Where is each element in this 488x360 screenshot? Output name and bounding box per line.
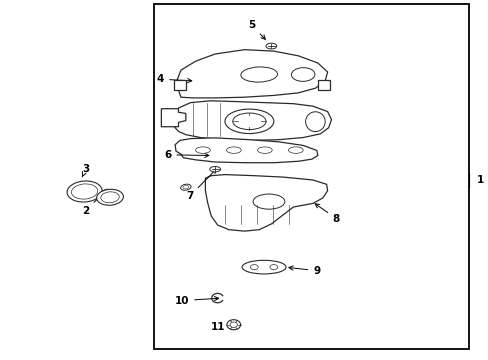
Ellipse shape [101, 192, 119, 203]
Ellipse shape [209, 166, 220, 172]
Ellipse shape [226, 320, 240, 330]
Ellipse shape [305, 112, 325, 131]
Text: 9: 9 [288, 266, 320, 276]
Polygon shape [173, 101, 331, 140]
Text: 7: 7 [185, 169, 216, 201]
Ellipse shape [269, 265, 277, 270]
Ellipse shape [288, 147, 303, 153]
Ellipse shape [97, 189, 123, 205]
Ellipse shape [224, 109, 273, 134]
Ellipse shape [67, 181, 102, 202]
Text: 8: 8 [314, 204, 339, 224]
Bar [317, 80, 329, 90]
Text: 4: 4 [156, 74, 191, 84]
Polygon shape [176, 50, 327, 98]
Bar [173, 80, 185, 90]
Ellipse shape [71, 184, 98, 199]
Ellipse shape [180, 184, 191, 190]
Text: 3: 3 [82, 164, 89, 177]
Text: 2: 2 [82, 189, 107, 216]
Ellipse shape [265, 43, 276, 49]
Ellipse shape [226, 147, 241, 153]
Ellipse shape [229, 322, 237, 328]
Ellipse shape [253, 194, 284, 209]
Text: 11: 11 [211, 321, 237, 332]
Ellipse shape [242, 260, 285, 274]
Text: 6: 6 [164, 150, 208, 160]
Ellipse shape [241, 67, 277, 82]
Ellipse shape [250, 265, 258, 270]
Ellipse shape [183, 185, 188, 189]
Ellipse shape [232, 113, 265, 130]
Text: 1: 1 [476, 175, 483, 185]
Ellipse shape [291, 68, 314, 81]
Ellipse shape [195, 147, 210, 153]
Bar [154, 4, 468, 349]
Polygon shape [161, 109, 185, 127]
Polygon shape [205, 175, 327, 231]
Polygon shape [175, 138, 317, 163]
Ellipse shape [257, 147, 272, 153]
Text: 10: 10 [174, 296, 218, 306]
Text: 5: 5 [248, 20, 265, 39]
